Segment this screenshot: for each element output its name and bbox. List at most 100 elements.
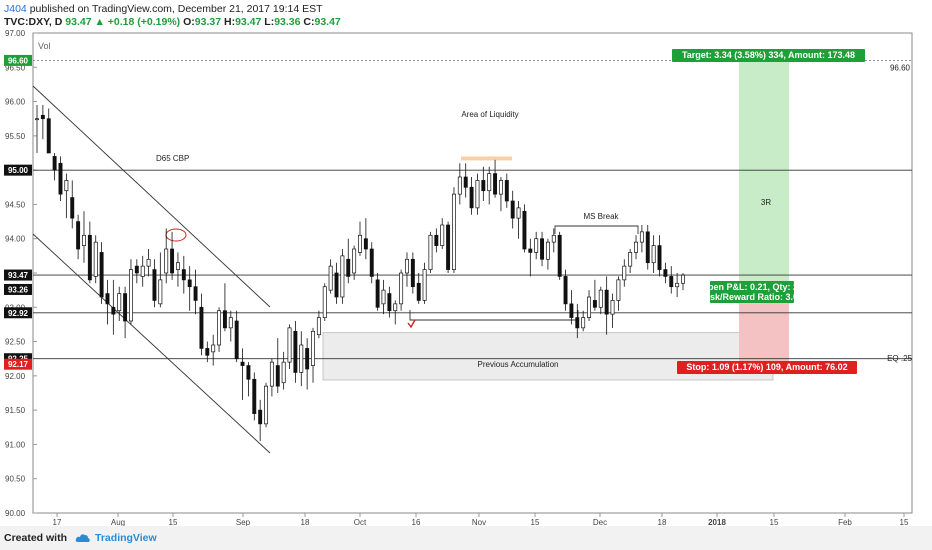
- range-bracket-line[interactable]: [409, 310, 579, 321]
- candle-body[interactable]: [528, 248, 533, 253]
- candle-body[interactable]: [152, 269, 157, 301]
- candle-body[interactable]: [40, 114, 45, 120]
- candle-body[interactable]: [369, 248, 374, 277]
- candle-body[interactable]: [52, 156, 57, 171]
- candle-body[interactable]: [681, 274, 685, 284]
- open-pnl-label[interactable]: [710, 281, 794, 303]
- tradingview-logo[interactable]: TradingView: [75, 532, 157, 544]
- candle-body[interactable]: [451, 193, 456, 270]
- candle-body[interactable]: [164, 248, 169, 274]
- candle-body[interactable]: [187, 279, 192, 288]
- candle-body[interactable]: [551, 234, 556, 243]
- candle-body[interactable]: [140, 265, 145, 277]
- candle-body[interactable]: [587, 296, 592, 318]
- candle-body[interactable]: [628, 252, 633, 267]
- candle-body[interactable]: [469, 186, 474, 209]
- candle-body[interactable]: [170, 248, 175, 274]
- candle-body[interactable]: [498, 180, 503, 195]
- target-label[interactable]: [672, 49, 865, 62]
- candle-body[interactable]: [234, 320, 239, 360]
- candle-body[interactable]: [111, 306, 116, 315]
- candle-body[interactable]: [387, 293, 392, 312]
- candle-body[interactable]: [663, 269, 668, 277]
- candle-body[interactable]: [610, 300, 615, 315]
- candle-body[interactable]: [240, 361, 245, 366]
- candle-body[interactable]: [264, 385, 269, 425]
- candle-body[interactable]: [328, 265, 333, 291]
- candle-body[interactable]: [545, 241, 550, 260]
- candle-body[interactable]: [410, 258, 415, 288]
- ms-break-line[interactable]: [554, 225, 639, 234]
- candle-body[interactable]: [93, 241, 98, 277]
- candle-body[interactable]: [522, 210, 527, 250]
- candle-body[interactable]: [322, 286, 327, 318]
- channel-lower-line[interactable]: [32, 233, 271, 454]
- candle-body[interactable]: [422, 269, 427, 301]
- author-link[interactable]: J404: [4, 3, 27, 15]
- candle-body[interactable]: [46, 118, 51, 154]
- candle-body[interactable]: [657, 245, 662, 270]
- target-zone[interactable]: [739, 60, 789, 290]
- candle-body[interactable]: [299, 344, 304, 373]
- candle-body[interactable]: [64, 180, 69, 192]
- candle-body[interactable]: [457, 176, 462, 195]
- candle-body[interactable]: [146, 258, 151, 267]
- candle-body[interactable]: [434, 234, 439, 246]
- candle-body[interactable]: [134, 265, 139, 274]
- candle-body[interactable]: [645, 231, 650, 264]
- candle-body[interactable]: [393, 303, 398, 312]
- candle-body[interactable]: [87, 234, 92, 281]
- candle-body[interactable]: [669, 276, 674, 288]
- candle-body[interactable]: [463, 176, 468, 188]
- candle-body[interactable]: [123, 293, 128, 322]
- candle-body[interactable]: [158, 279, 163, 305]
- candle-body[interactable]: [222, 310, 227, 329]
- candle-body[interactable]: [481, 180, 486, 192]
- candle-body[interactable]: [446, 224, 451, 270]
- price-chart[interactable]: Vol D65 CBP Area of Liquidity MS Break Previ…: [0, 0, 932, 526]
- candle-body[interactable]: [128, 269, 133, 322]
- candle-body[interactable]: [487, 173, 492, 192]
- candle-body[interactable]: [117, 293, 122, 312]
- candle-body[interactable]: [305, 348, 310, 370]
- candle-body[interactable]: [405, 258, 409, 274]
- candle-body[interactable]: [534, 238, 539, 253]
- candle-body[interactable]: [675, 282, 680, 288]
- candle-body[interactable]: [228, 317, 233, 329]
- candle-body[interactable]: [575, 317, 580, 329]
- candle-body[interactable]: [604, 289, 609, 315]
- candle-body[interactable]: [287, 327, 292, 363]
- candle-body[interactable]: [352, 248, 357, 274]
- candle-body[interactable]: [557, 234, 562, 277]
- candle-body[interactable]: [334, 272, 339, 298]
- candle-body[interactable]: [651, 245, 656, 264]
- candle-body[interactable]: [592, 300, 597, 308]
- candle-body[interactable]: [381, 289, 386, 305]
- candle-body[interactable]: [516, 207, 521, 219]
- candle-body[interactable]: [581, 317, 586, 329]
- candle-body[interactable]: [540, 238, 545, 260]
- candle-body[interactable]: [634, 241, 638, 253]
- candle-body[interactable]: [399, 272, 404, 305]
- candle-body[interactable]: [363, 238, 368, 250]
- candle-body[interactable]: [493, 173, 498, 195]
- candle-body[interactable]: [275, 365, 280, 387]
- candle-body[interactable]: [428, 234, 433, 270]
- candle-body[interactable]: [181, 269, 186, 281]
- candle-body[interactable]: [504, 180, 509, 202]
- candle-body[interactable]: [175, 262, 180, 270]
- candle-body[interactable]: [199, 306, 204, 349]
- candle-body[interactable]: [246, 365, 251, 380]
- candle-body[interactable]: [510, 200, 515, 219]
- candle-body[interactable]: [252, 378, 257, 414]
- candle-body[interactable]: [375, 279, 380, 308]
- candle-body[interactable]: [639, 231, 644, 243]
- candle-body[interactable]: [35, 118, 39, 121]
- channel-upper-line[interactable]: [32, 85, 271, 308]
- candle-body[interactable]: [70, 197, 75, 219]
- candle-body[interactable]: [346, 258, 351, 277]
- candle-body[interactable]: [616, 279, 621, 301]
- candle-body[interactable]: [99, 252, 104, 298]
- candle-body[interactable]: [440, 224, 445, 246]
- candle-body[interactable]: [217, 310, 222, 346]
